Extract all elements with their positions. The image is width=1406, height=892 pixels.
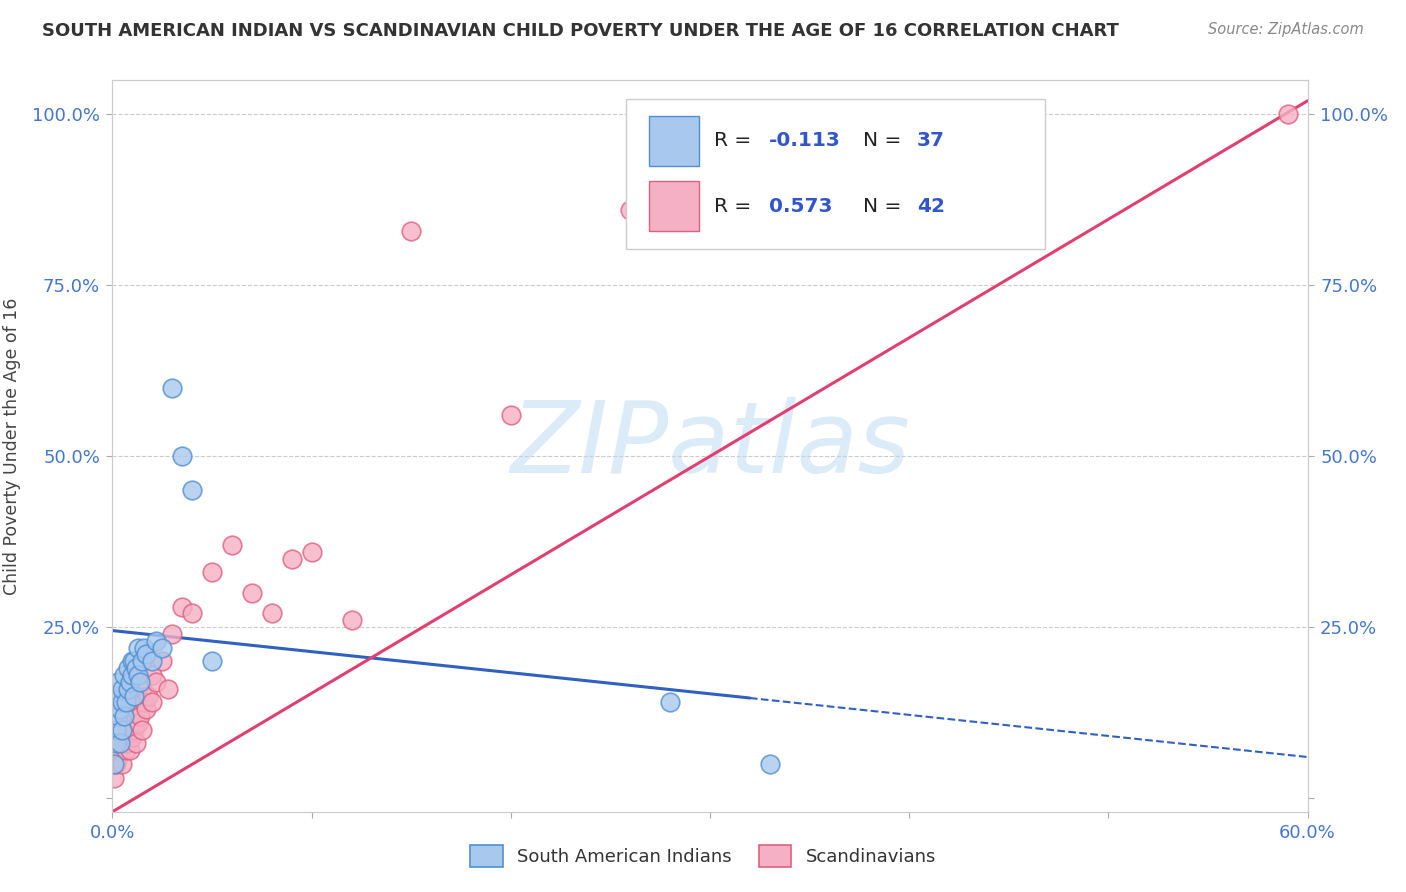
Point [105, 723, 128, 737]
Point [181, 483, 204, 498]
Point [124, 689, 146, 703]
Point [111, 695, 134, 709]
Point [125, 736, 148, 750]
FancyBboxPatch shape [650, 116, 699, 166]
Text: SOUTH AMERICAN INDIAN VS SCANDINAVIAN CHILD POVERTY UNDER THE AGE OF 16 CORRELAT: SOUTH AMERICAN INDIAN VS SCANDINAVIAN CH… [42, 22, 1119, 40]
Point [1277, 107, 1299, 121]
Point [115, 695, 138, 709]
Point [114, 736, 135, 750]
Point [340, 613, 363, 627]
Point [111, 681, 134, 696]
Point [131, 723, 153, 737]
Point [129, 674, 152, 689]
Y-axis label: Child Poverty Under the Age of 16: Child Poverty Under the Age of 16 [3, 297, 21, 595]
Point [110, 743, 132, 757]
Point [131, 681, 153, 696]
Point [619, 203, 641, 218]
Point [127, 668, 149, 682]
Point [141, 668, 163, 682]
Text: R =: R = [714, 197, 758, 216]
Point [127, 715, 149, 730]
Point [103, 771, 125, 785]
Point [115, 743, 138, 757]
Point [281, 551, 304, 566]
Point [110, 736, 132, 750]
Point [221, 538, 243, 552]
Text: N =: N = [863, 131, 908, 150]
Point [401, 224, 423, 238]
Point [150, 640, 173, 655]
FancyBboxPatch shape [627, 98, 1045, 249]
Point [499, 409, 522, 423]
Point [301, 545, 323, 559]
Point [120, 674, 142, 689]
FancyBboxPatch shape [650, 181, 699, 231]
Point [114, 709, 135, 723]
Point [240, 586, 263, 600]
Point [135, 648, 157, 662]
Point [134, 695, 156, 709]
Point [141, 654, 163, 668]
Point [157, 681, 180, 696]
Point [759, 756, 782, 771]
Point [107, 674, 129, 689]
Point [162, 381, 183, 395]
Point [121, 654, 143, 668]
Point [107, 709, 129, 723]
Point [121, 709, 143, 723]
Text: 37: 37 [917, 131, 945, 150]
Point [110, 702, 132, 716]
Point [131, 654, 153, 668]
Legend: South American Indians, Scandinavians: South American Indians, Scandinavians [463, 838, 943, 874]
Point [111, 756, 134, 771]
Point [145, 633, 167, 648]
Text: -0.113: -0.113 [769, 131, 841, 150]
Point [138, 689, 160, 703]
Point [111, 723, 134, 737]
Point [105, 736, 128, 750]
Point [172, 599, 194, 614]
Point [134, 640, 156, 655]
Point [201, 654, 224, 668]
Point [114, 668, 135, 682]
Point [120, 743, 142, 757]
Text: R =: R = [714, 131, 758, 150]
Point [125, 661, 148, 675]
Point [129, 709, 152, 723]
Point [117, 681, 139, 696]
Point [105, 756, 128, 771]
Point [117, 723, 139, 737]
Point [181, 607, 204, 621]
Point [659, 695, 682, 709]
Text: Source: ZipAtlas.com: Source: ZipAtlas.com [1208, 22, 1364, 37]
Point [124, 654, 146, 668]
Point [125, 702, 148, 716]
Point [260, 607, 283, 621]
Point [121, 668, 143, 682]
Point [141, 695, 163, 709]
Point [117, 736, 139, 750]
Text: 0.573: 0.573 [769, 197, 832, 216]
Point [135, 702, 157, 716]
Point [127, 640, 149, 655]
Point [127, 689, 149, 703]
Point [107, 750, 129, 764]
Point [201, 566, 224, 580]
Point [162, 627, 183, 641]
Point [150, 654, 173, 668]
Point [124, 723, 146, 737]
Point [117, 661, 139, 675]
Point [145, 674, 167, 689]
Text: ZIPatlas: ZIPatlas [510, 398, 910, 494]
Text: N =: N = [863, 197, 908, 216]
Point [121, 730, 143, 744]
Point [107, 689, 129, 703]
Text: 42: 42 [917, 197, 945, 216]
Point [172, 449, 194, 463]
Point [103, 756, 125, 771]
